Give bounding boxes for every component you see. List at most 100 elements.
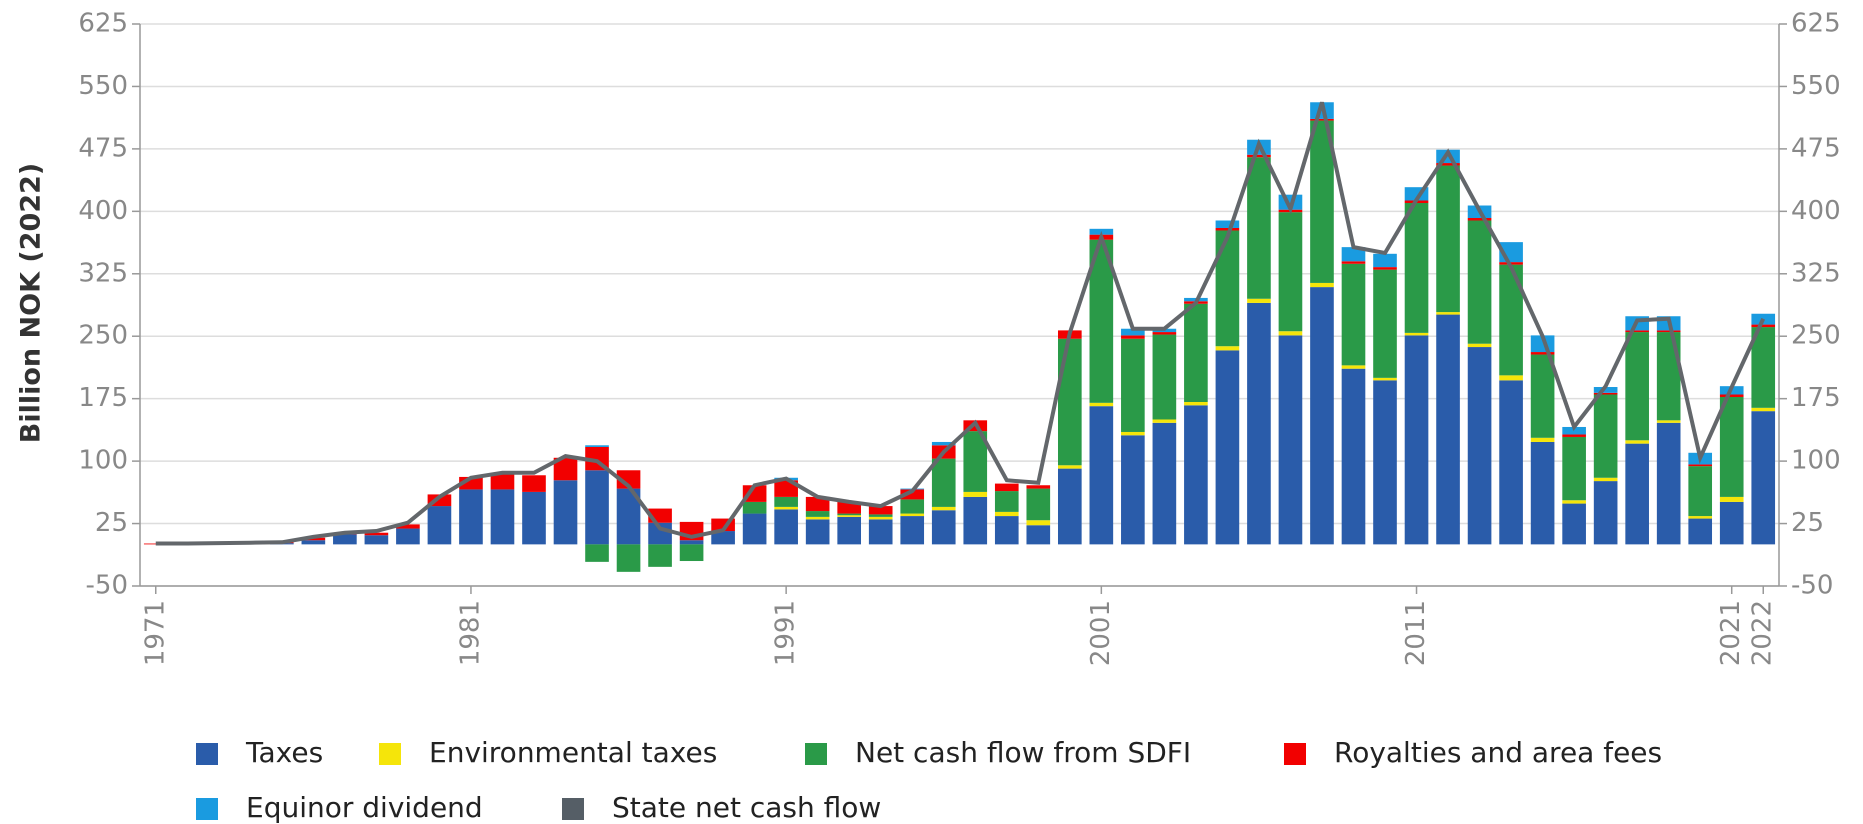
bar-segment: [963, 496, 988, 545]
bar-segment: [1562, 426, 1586, 435]
bar-segment: [490, 489, 515, 545]
bar-segment: [1656, 422, 1681, 545]
bar-segment: [1436, 312, 1460, 315]
bar-segment: [1089, 402, 1114, 407]
y2-tick-label: -50: [1791, 571, 1833, 601]
bar-segment: [1530, 441, 1555, 545]
bar-segment: [1688, 466, 1713, 517]
bar-segment: [1026, 488, 1051, 521]
bar-segment: [931, 506, 956, 511]
bar-segment: [711, 531, 735, 545]
bar-segment: [1562, 500, 1586, 504]
bar-segment: [1184, 405, 1208, 545]
bar-segment: [774, 496, 798, 507]
x-tick-label: 1991: [771, 600, 801, 666]
y-tick-label: 175: [78, 383, 128, 413]
bar-segment: [1215, 230, 1240, 347]
bar-segment: [1719, 394, 1744, 398]
bar-segment: [1026, 485, 1051, 489]
y-tick-label: 625: [78, 9, 128, 39]
bar-segment: [679, 544, 704, 562]
legend-swatch: [379, 743, 401, 765]
bar-segment: [837, 501, 862, 514]
bar-segment: [1373, 267, 1397, 270]
bar-segment: [1121, 431, 1145, 436]
bar-segment: [1593, 392, 1618, 395]
bar-segment: [616, 488, 641, 545]
bar-segment: [522, 491, 546, 545]
x-tick-label: 2011: [1401, 600, 1431, 666]
bar-segment: [490, 472, 515, 490]
y-tick-label: 325: [78, 258, 128, 288]
y-tick-label: 550: [78, 71, 128, 101]
y-tick-label: 475: [78, 133, 128, 163]
bar-segment: [364, 532, 389, 536]
bar-segment: [1656, 330, 1681, 333]
bar-segment: [900, 516, 925, 545]
bar-segment: [1404, 335, 1429, 545]
bar-segment: [1341, 368, 1366, 545]
bar-segment: [1152, 334, 1177, 420]
bar-segment: [1562, 503, 1586, 545]
bar-segment: [1057, 465, 1082, 469]
bar-segment: [1404, 203, 1429, 333]
legend-label: Royalties and area fees: [1334, 736, 1662, 769]
y-tick-label: 100: [78, 446, 128, 476]
bar-segment: [931, 458, 956, 507]
bar-segment: [1625, 330, 1649, 333]
bar-segment: [1719, 501, 1744, 545]
bar-segment: [837, 516, 862, 545]
bar-segment: [648, 544, 672, 567]
bar-segment: [900, 513, 925, 517]
bar-segment: [333, 534, 357, 545]
bar-segment: [1688, 464, 1713, 467]
bar-segment: [679, 540, 704, 545]
bar-segment: [1593, 394, 1618, 478]
bar-segment: [427, 506, 452, 545]
bar-segment: [553, 480, 578, 545]
bar-segment: [1057, 338, 1082, 466]
bar-segment: [1121, 435, 1145, 545]
bar-segment: [1341, 261, 1366, 264]
bar-segment: [364, 535, 389, 545]
bar-segment: [1436, 163, 1460, 166]
bar-segment: [1530, 352, 1555, 355]
legend-label: Environmental taxes: [429, 736, 717, 769]
bar-segment: [585, 445, 609, 447]
bar-segment: [1467, 347, 1492, 545]
bar-segment: [585, 470, 609, 545]
bar-segment: [1688, 518, 1713, 545]
bar-segment: [1152, 332, 1177, 335]
bar-segment: [1215, 227, 1240, 231]
bar-segment: [868, 519, 893, 545]
bar-segment: [1121, 335, 1145, 339]
legend-label: State net cash flow: [612, 791, 881, 824]
bar-segment: [1625, 332, 1649, 441]
bar-segment: [1184, 401, 1208, 406]
bar-segment: [1215, 220, 1240, 228]
legend-swatch: [1284, 743, 1306, 765]
bar-segment: [742, 485, 767, 502]
bar-segment: [1373, 377, 1397, 381]
legend-swatch: [805, 743, 827, 765]
bar-segment: [868, 506, 893, 515]
bar-segment: [1278, 212, 1303, 332]
line-series: [155, 101, 1766, 546]
bar-segment: [1310, 120, 1334, 283]
bar-segment: [1719, 397, 1744, 497]
y-tick-label: 400: [78, 196, 128, 226]
bar-segment: [900, 489, 925, 500]
bar-segment: [1625, 443, 1649, 545]
x-tick-label: 2021: [1716, 600, 1746, 666]
bar-segment: [1499, 264, 1523, 376]
bar-segment: [774, 509, 798, 545]
bar-segment: [1247, 298, 1271, 303]
bar-segment: [994, 516, 1019, 545]
bar-segment: [1436, 165, 1460, 313]
bar-segment: [1057, 468, 1082, 545]
bar-segment: [774, 506, 798, 510]
bar-segment: [774, 480, 798, 497]
y2-tick-label: 250: [1791, 321, 1841, 351]
bar-segment: [868, 514, 893, 517]
bar-segment: [1184, 303, 1208, 402]
